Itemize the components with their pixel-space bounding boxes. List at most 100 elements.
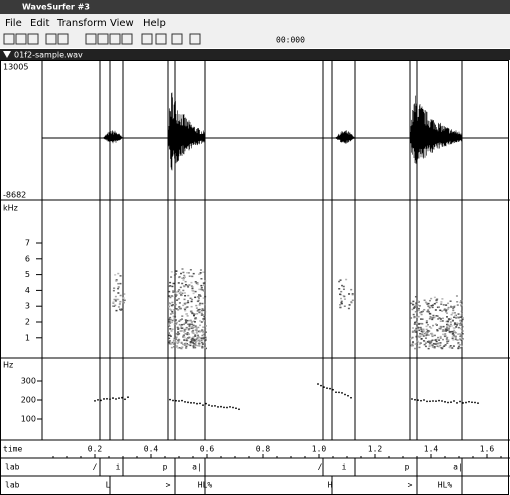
spectrogram-cell — [117, 272, 120, 275]
pitch-point — [432, 400, 434, 402]
spectrogram-cell — [442, 325, 445, 328]
toolbar-button[interactable] — [121, 33, 133, 45]
spectrogram-cell — [434, 323, 437, 325]
spectrogram-cell — [426, 303, 429, 306]
spectrogram-cell — [413, 323, 416, 325]
toolbar-button[interactable] — [85, 33, 97, 45]
menu-item[interactable]: Transform — [56, 18, 107, 29]
spectrogram-cell — [197, 342, 200, 345]
spectrogram-cell — [186, 337, 189, 339]
spectrogram-cell — [187, 300, 190, 302]
toolbar-button[interactable] — [97, 33, 109, 45]
spectrogram-cell — [191, 341, 194, 344]
spectrogram-cell — [191, 332, 194, 334]
spectrogram-cell — [414, 310, 417, 313]
title-bar — [0, 0, 510, 14]
spectrogram-cell — [201, 334, 204, 337]
spectrogram-cell — [431, 318, 434, 321]
spectrogram-cell — [456, 301, 459, 303]
spectrogram-cell — [442, 304, 445, 306]
spectrogram-cell — [447, 318, 450, 320]
spectrogram-cell — [172, 282, 175, 285]
spectrogram-cell — [204, 331, 207, 333]
spectrogram-cell — [114, 298, 117, 301]
toolbar-button[interactable] — [15, 33, 27, 45]
spectrogram-cell — [189, 341, 192, 344]
pitch-point — [121, 396, 123, 399]
spectrogram-cell — [176, 321, 179, 324]
spectrogram-cell — [200, 339, 203, 342]
menu-item[interactable]: Help — [143, 18, 166, 29]
spectrogram-cell — [415, 316, 418, 318]
spectrogram-cell — [432, 342, 435, 345]
toolbar-button[interactable] — [3, 33, 15, 45]
spectrogram-cell — [431, 304, 434, 306]
spectrogram-cell — [413, 315, 416, 318]
spectrogram-cell — [178, 323, 181, 326]
menu-item[interactable]: File — [5, 18, 22, 29]
spectrogram-cell — [435, 324, 438, 326]
time-tick-label: 0.8 — [256, 445, 271, 454]
spectrogram-cell — [424, 331, 427, 334]
tier-label: i — [116, 463, 121, 472]
spectrogram-cell — [419, 326, 422, 329]
spectrogram-cell — [446, 329, 449, 331]
spectrogram-cell — [174, 312, 177, 314]
spectrogram-cell — [439, 337, 442, 339]
collapse-icon[interactable] — [3, 51, 11, 58]
spectrogram-cell — [416, 341, 419, 344]
spectrogram-cell — [411, 343, 414, 346]
spectrogram-cell — [453, 335, 456, 338]
toolbar-button[interactable] — [57, 33, 69, 45]
menu-item[interactable]: Edit — [30, 18, 49, 29]
pitch-tick-label: 200 — [21, 396, 36, 405]
spectrogram-cell — [169, 285, 172, 287]
spectrogram-cell — [434, 339, 437, 341]
spectrogram-cell — [431, 324, 434, 327]
toolbar-button[interactable] — [171, 33, 183, 45]
toolbar-button[interactable] — [45, 33, 57, 45]
toolbar-button[interactable] — [189, 33, 201, 45]
pitch-point — [232, 406, 234, 409]
spectrogram-cell — [414, 304, 417, 306]
spectrogram-cell — [204, 347, 207, 349]
pitch-point — [208, 404, 210, 407]
spectrogram-cell — [446, 320, 449, 323]
spectrogram-cell — [454, 330, 457, 333]
spectrogram-cell — [412, 307, 415, 309]
spectrogram-cell — [452, 331, 455, 334]
spectrogram-cell — [181, 282, 184, 285]
spectrogram-cell — [188, 275, 191, 277]
spectrogram-cell — [195, 307, 198, 309]
toolbar-button[interactable] — [155, 33, 167, 45]
spectrogram-cell — [185, 345, 188, 348]
spectrogram-cell — [201, 302, 204, 305]
spectrogram-cell — [195, 304, 198, 307]
spectrogram-cell — [199, 269, 202, 271]
spectrogram-cell — [416, 340, 419, 343]
spectrogram-cell — [420, 311, 423, 313]
spectrogram-cell — [421, 323, 424, 325]
spectrogram-cell — [117, 298, 120, 301]
spectrogram-cell — [185, 347, 188, 349]
toolbar-button[interactable] — [109, 33, 121, 45]
spectrogram-cell — [168, 321, 171, 323]
pitch-point — [112, 397, 114, 399]
spectrogram-cell — [203, 338, 206, 341]
spectrogram-cell — [182, 335, 185, 338]
pitch-point — [420, 399, 422, 402]
time-axis-label: time — [3, 445, 22, 454]
spectrogram-cell — [197, 309, 200, 311]
spectrogram-cell — [430, 297, 433, 300]
toolbar-button[interactable] — [141, 33, 153, 45]
menu-item[interactable]: View — [110, 18, 134, 29]
spectrogram-cell — [191, 337, 194, 340]
spectrogram-cell — [412, 313, 415, 316]
spectrogram-cell — [415, 320, 418, 323]
spectrogram-cell — [436, 345, 439, 347]
spectrogram-cell — [439, 309, 442, 312]
spectrogram-cell — [112, 304, 115, 307]
spectrogram-cell — [183, 336, 186, 339]
toolbar-button[interactable] — [27, 33, 39, 45]
